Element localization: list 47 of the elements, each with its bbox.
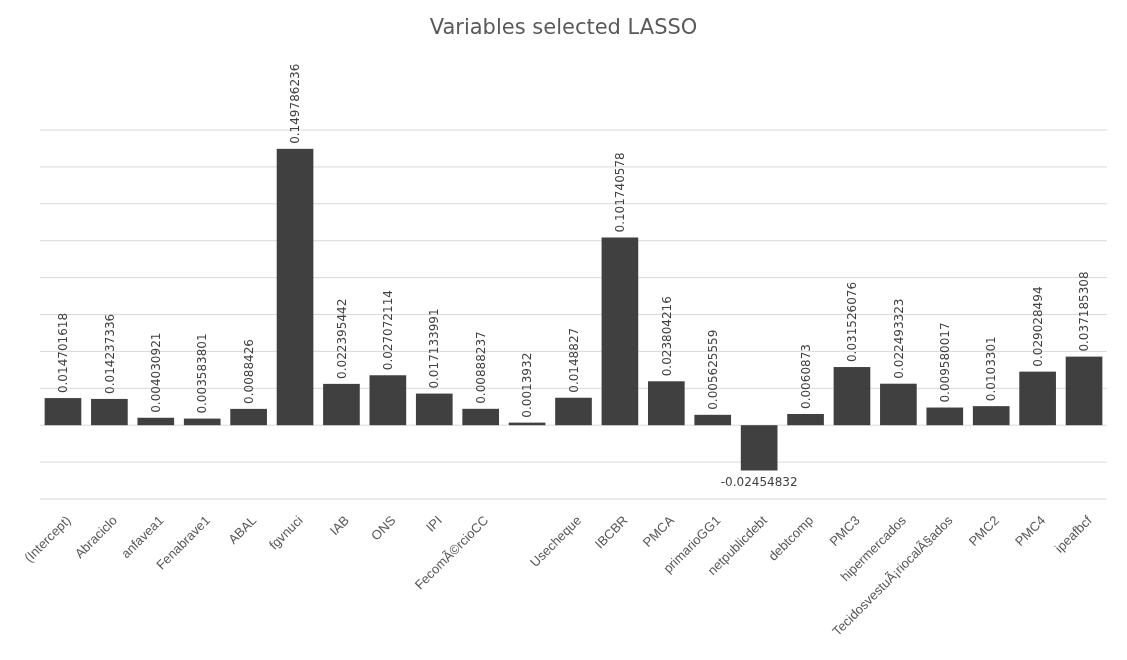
- bar: [415, 393, 453, 426]
- data-label: -0.02454832: [720, 475, 798, 490]
- data-label: 0.022395442: [334, 298, 349, 379]
- bar: [183, 418, 221, 426]
- bar: [880, 383, 917, 426]
- bar: [555, 397, 592, 426]
- data-label: 0.003583801: [195, 333, 210, 414]
- data-label: 0.00888237: [473, 331, 488, 404]
- data-label: 0.031526076: [845, 281, 860, 363]
- bar: [91, 398, 128, 426]
- data-label: 0.014237336: [102, 313, 117, 394]
- data-label: 0.0148827: [566, 327, 581, 393]
- bar: [1019, 371, 1056, 426]
- bar: [230, 408, 267, 426]
- bar: [1065, 356, 1103, 426]
- data-label: 0.149786236: [288, 63, 303, 144]
- data-label: 0.0088426: [241, 338, 256, 404]
- data-label: 0.101740578: [613, 152, 628, 233]
- bar: [647, 381, 685, 426]
- bar: [694, 414, 732, 426]
- bar: [601, 237, 639, 426]
- data-label: 0.0013932: [520, 352, 535, 418]
- bar: [926, 407, 964, 426]
- bar: [276, 148, 314, 426]
- data-label: 0.004030921: [149, 332, 163, 413]
- data-label: 0.009580017: [937, 322, 952, 403]
- data-label: 0.027072114: [381, 290, 396, 371]
- bar: [740, 425, 778, 471]
- data-label: 0.017133991: [427, 308, 442, 389]
- data-label: 0.014701618: [56, 312, 71, 394]
- data-label: 0.022493323: [891, 298, 906, 379]
- bar: [44, 398, 82, 426]
- bar: [323, 383, 360, 426]
- data-label: 0.005625559: [705, 329, 720, 410]
- data-label: 0.0103301: [984, 336, 999, 402]
- x-tick-label: IAB: [326, 512, 353, 539]
- bar: [369, 375, 407, 426]
- chart-title: Variables selected LASSO: [429, 15, 698, 39]
- bar: [833, 367, 871, 426]
- data-label: 0.037185308: [1077, 271, 1092, 352]
- bar: [462, 408, 500, 426]
- bar: [972, 406, 1010, 426]
- data-label: 0.029028494: [1030, 286, 1045, 367]
- bar: [137, 417, 175, 426]
- bar: [787, 413, 824, 426]
- data-label: 0.0060873: [798, 344, 813, 409]
- data-label: 0.023804216: [659, 296, 674, 377]
